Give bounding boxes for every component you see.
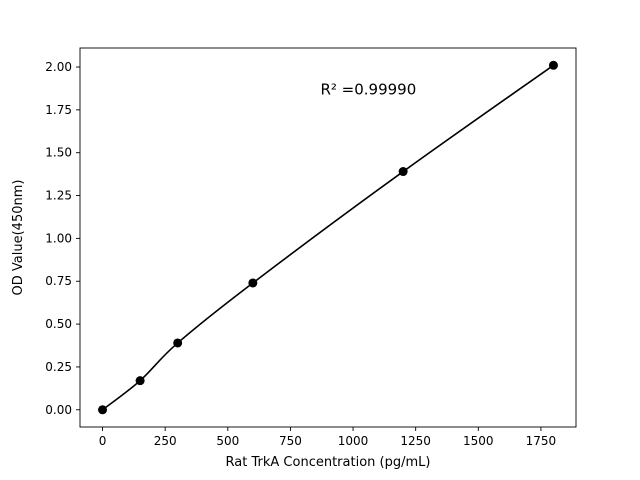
data-point-marker [135, 376, 145, 386]
fit-curve [102, 64, 554, 411]
x-axis-label: Rat TrkA Concentration (pg/mL) [226, 455, 431, 470]
y-tick-label: 2.00 [45, 60, 72, 74]
x-tick-label: 1250 [400, 434, 431, 448]
y-tick-label: 0.25 [45, 360, 72, 374]
x-tick-label: 1000 [338, 434, 369, 448]
data-point-marker [98, 405, 108, 415]
x-tick-label: 250 [154, 434, 177, 448]
x-tick-label: 0 [99, 434, 107, 448]
y-tick-label: 0.50 [45, 317, 72, 331]
y-tick-label: 1.00 [45, 231, 72, 245]
y-tick-label: 1.50 [45, 146, 72, 160]
y-tick-label: 0.75 [45, 274, 72, 288]
y-tick-label: 1.75 [45, 103, 72, 117]
y-tick-label: 0.00 [45, 403, 72, 417]
y-tick-label: 1.25 [45, 189, 72, 203]
data-point-marker [248, 278, 258, 288]
r-squared-annotation: R² =0.99990 [320, 80, 416, 98]
x-tick-label: 1750 [526, 434, 557, 448]
plot-border [79, 47, 577, 428]
x-tick-label: 500 [216, 434, 239, 448]
data-point-marker [173, 338, 183, 348]
chart-generated-layer: 0 250 500 750 1000 1250 1500 1750 0.00 0.25 0.50 0.… [45, 47, 577, 448]
x-tick-label: 1500 [463, 434, 494, 448]
x-tick-label: 750 [279, 434, 302, 448]
data-point-marker [548, 60, 558, 70]
y-axis-label: OD Value(450nm) [11, 180, 26, 296]
data-point-marker [398, 167, 408, 177]
